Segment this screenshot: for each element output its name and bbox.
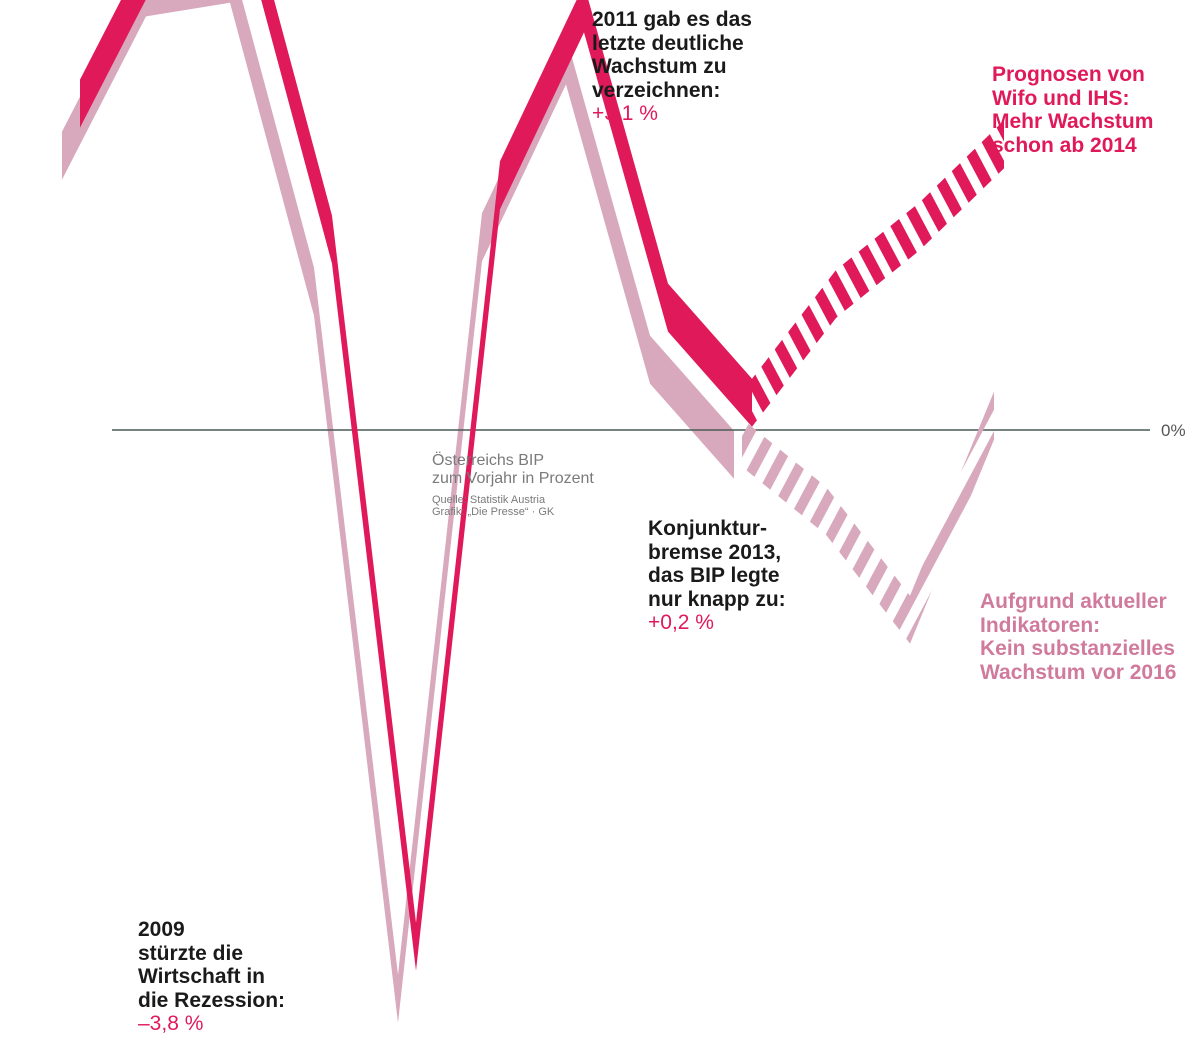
chart-title: Österreichs BIP <box>432 452 545 469</box>
annotation-line: Wachstum vor 2016 <box>980 660 1177 684</box>
annotation-value: +3,1 % <box>592 102 658 126</box>
annotation-line: schon ab 2014 <box>992 133 1137 157</box>
chart-credit: Grafik: „Die Presse“ · GK <box>432 506 555 519</box>
annotation-line: Wirtschaft in <box>138 965 265 989</box>
annotation-value: +0,2 % <box>648 611 714 635</box>
annotation-line: Mehr Wachstum <box>992 110 1154 134</box>
annotation-line: 2011 gab es das <box>592 8 752 31</box>
annotation-peak-2011: 2011 gab es das letzte deutliche Wachstu… <box>592 8 752 126</box>
annotation-line: Prognosen von <box>992 63 1145 86</box>
annotation-line: Wachstum zu <box>592 55 727 79</box>
annotation-brake-2013: Konjunktur- bremse 2013, das BIP legte n… <box>648 517 786 635</box>
annotation-line: nur knapp zu: <box>648 587 786 611</box>
annotation-forecast: Prognosen von Wifo und IHS: Mehr Wachstu… <box>992 63 1153 157</box>
annotation-line: 2009 <box>138 918 185 941</box>
annotation-line: stürzte die <box>138 941 244 965</box>
chart-caption: Österreichs BIP zum Vorjahr in Prozent Q… <box>432 452 594 518</box>
annotation-indicators: Aufgrund aktueller Indikatoren: Kein sub… <box>980 590 1176 684</box>
annotation-value: –3,8 % <box>138 1012 204 1036</box>
forecast-band-indicators <box>742 391 994 644</box>
annotation-line: das BIP legte <box>648 564 780 588</box>
annotation-line: Aufgrund aktueller <box>980 590 1167 613</box>
gdp-series-shadow <box>62 0 734 1023</box>
annotation-line: letzte deutliche <box>592 31 744 55</box>
annotation-line: Kein substanzielles <box>980 637 1175 661</box>
annotation-line: Indikatoren: <box>980 613 1101 637</box>
chart-source: Quelle: Statistik Austria <box>432 493 546 506</box>
chart-subtitle: zum Vorjahr in Prozent <box>432 469 594 487</box>
annotation-line: Wifo und IHS: <box>992 86 1130 110</box>
annotation-line: Konjunktur- <box>648 517 767 540</box>
zero-percent-label: 0% <box>1161 421 1186 440</box>
forecast-band-wifo-ihs <box>752 120 1004 427</box>
annotation-line: die Rezession: <box>138 988 286 1012</box>
annotation-line: bremse 2013, <box>648 540 782 564</box>
annotation-line: verzeichnen: <box>592 78 721 102</box>
annotation-recession-2009: 2009 stürzte die Wirtschaft in die Rezes… <box>138 918 285 1036</box>
